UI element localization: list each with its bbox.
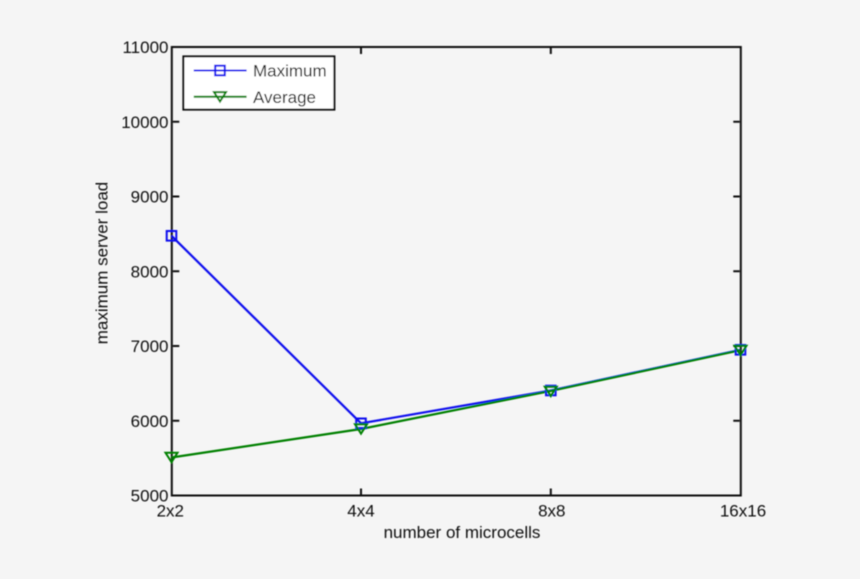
svg-text:8x8: 8x8 bbox=[538, 502, 565, 521]
svg-text:8000: 8000 bbox=[131, 262, 169, 281]
svg-text:9000: 9000 bbox=[131, 188, 169, 207]
svg-text:maximum server load: maximum server load bbox=[93, 182, 112, 345]
svg-text:10000: 10000 bbox=[121, 113, 168, 132]
svg-text:5000: 5000 bbox=[131, 487, 169, 506]
svg-text:7000: 7000 bbox=[131, 337, 169, 356]
svg-text:6000: 6000 bbox=[131, 412, 169, 431]
svg-text:16x16: 16x16 bbox=[720, 502, 766, 521]
svg-text:4x4: 4x4 bbox=[347, 502, 374, 521]
svg-text:Maximum: Maximum bbox=[253, 62, 327, 81]
svg-text:11000: 11000 bbox=[122, 38, 168, 57]
svg-text:number of microcells: number of microcells bbox=[384, 523, 541, 542]
svg-text:Average: Average bbox=[253, 88, 316, 107]
svg-text:2x2: 2x2 bbox=[157, 502, 184, 521]
